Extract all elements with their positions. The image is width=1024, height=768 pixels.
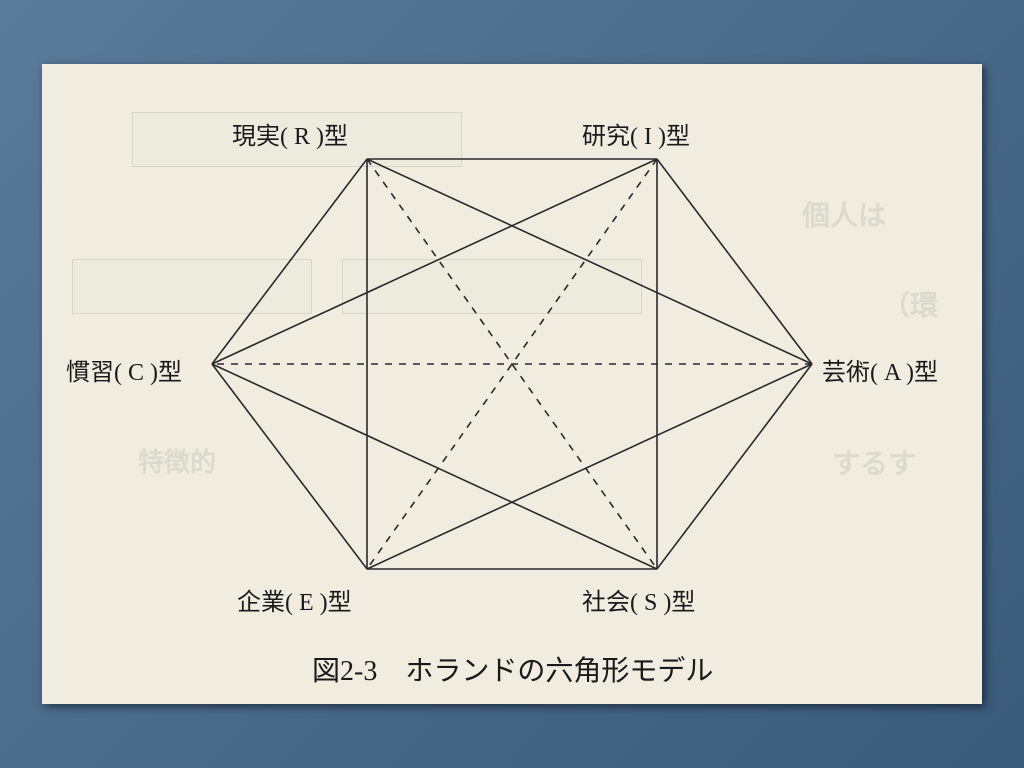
vertex-label-i: 研究( I )型 (582, 116, 690, 151)
hexagon-diagram: 個人は（環するす特徴的 現実( R )型研究( I )型芸術( A )型社会( … (42, 64, 982, 704)
hexagon-edge (212, 159, 367, 364)
hexagon-edge (657, 364, 812, 569)
hexagon-edge (657, 159, 812, 364)
vertex-label-a: 芸術( A )型 (822, 352, 938, 387)
figure-caption: 図2-3 ホランドの六角形モデル (312, 649, 713, 689)
vertex-label-r: 現実( R )型 (232, 116, 348, 151)
vertex-label-s: 社会( S )型 (582, 582, 695, 617)
vertex-label-e: 企業( E )型 (237, 582, 352, 617)
hexagon-edge (212, 364, 367, 569)
paper-scan: 個人は（環するす特徴的 現実( R )型研究( I )型芸術( A )型社会( … (42, 64, 982, 704)
vertex-label-c: 慣習( C )型 (66, 352, 182, 387)
